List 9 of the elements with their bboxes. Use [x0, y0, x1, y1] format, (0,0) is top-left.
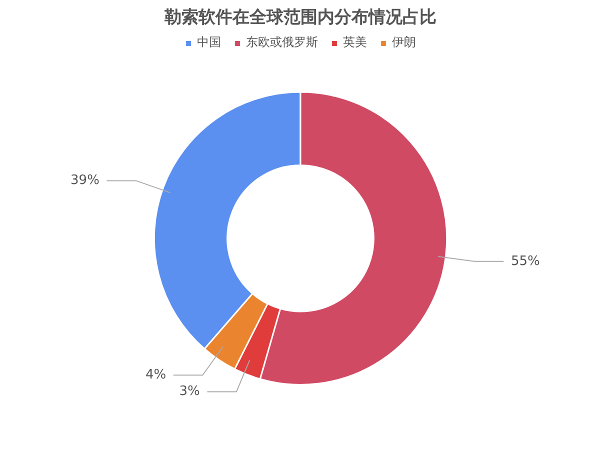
data-label: 55%	[510, 254, 540, 269]
data-label: 4%	[145, 368, 166, 383]
legend-label: 东欧或俄罗斯	[246, 34, 318, 51]
legend-label: 中国	[197, 34, 221, 51]
legend-label: 伊朗	[392, 34, 416, 51]
data-label: 39%	[70, 173, 100, 188]
data-label: 3%	[179, 384, 200, 400]
chart-title: 勒索软件在全球范围内分布情况占比	[164, 8, 436, 28]
legend-label: 英美	[343, 34, 367, 51]
